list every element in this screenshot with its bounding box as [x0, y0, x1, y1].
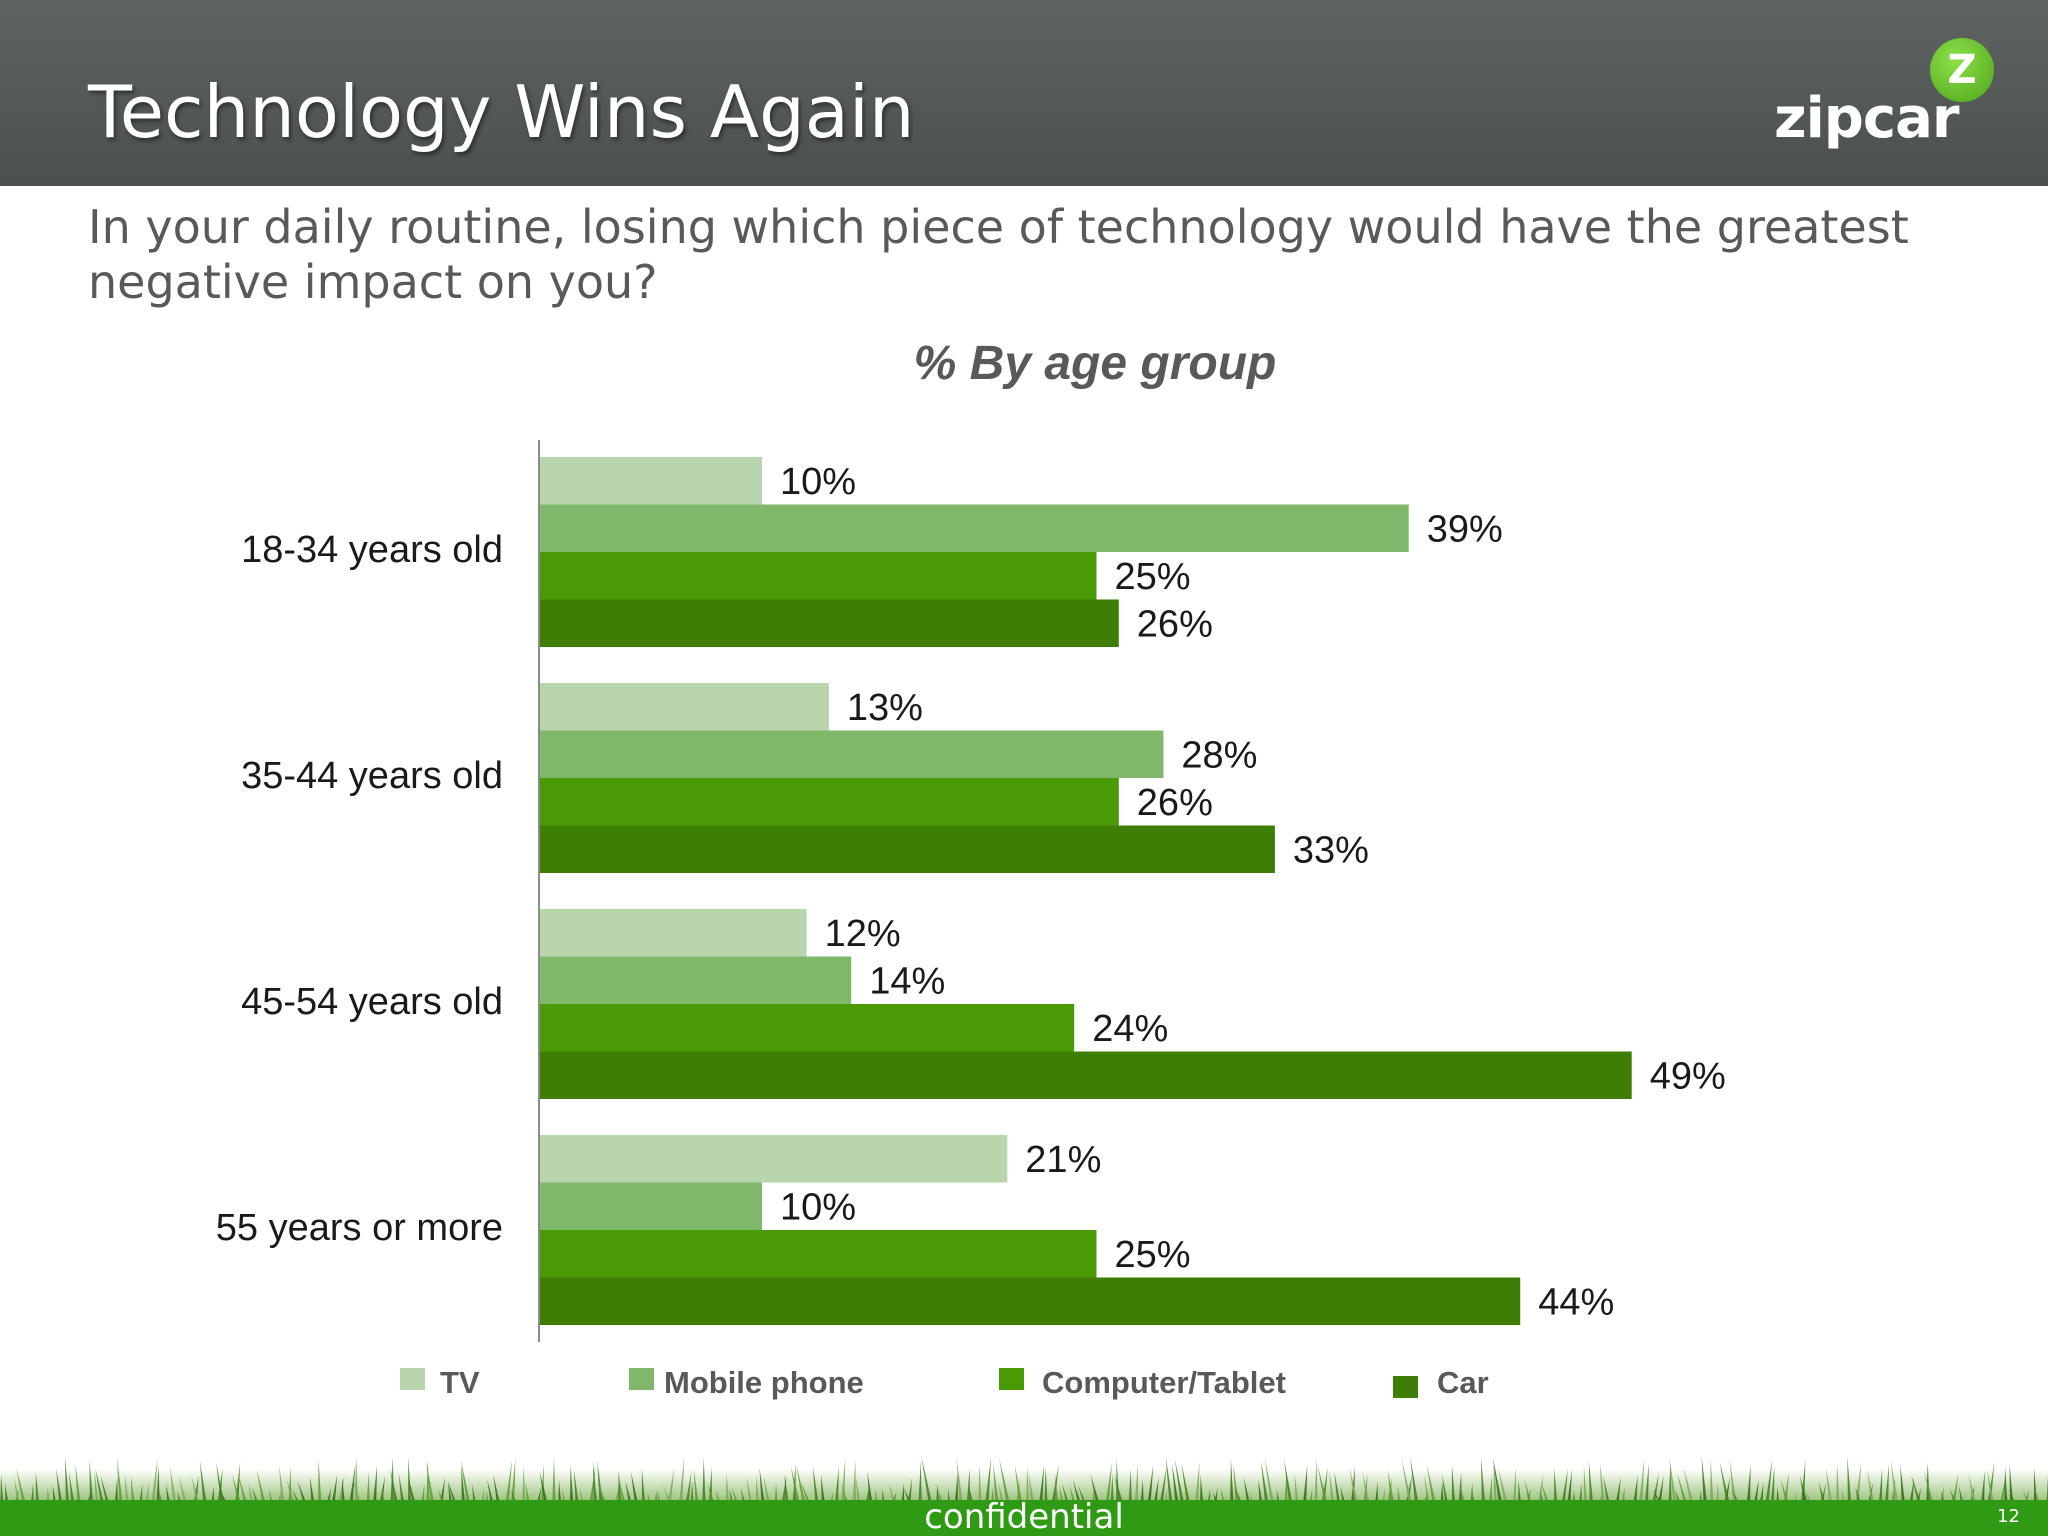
bar-mobile-phone-55-years-or-more	[539, 1182, 762, 1230]
bar-computer-tablet-18-34-years-old	[539, 552, 1097, 600]
data-label-mobile-phone-35-44-years-old: 28%	[1181, 734, 1257, 776]
data-label-tv-35-44-years-old: 13%	[847, 687, 923, 729]
bar-tv-45-54-years-old	[539, 909, 807, 957]
zipcar-logo: Z zipcar	[1760, 30, 2010, 160]
legend-label-car: Car	[1437, 1365, 1489, 1400]
category-label-18-34-years-old: 18-34 years old	[241, 529, 503, 571]
footer-band	[0, 1500, 2048, 1536]
category-label-55-years-or-more: 55 years or more	[216, 1207, 503, 1249]
legend-label-tv: TV	[440, 1365, 480, 1400]
legend-swatch-computer-tablet	[999, 1368, 1024, 1390]
data-label-mobile-phone-55-years-or-more: 10%	[780, 1186, 856, 1228]
legend-label-computer-tablet: Computer/Tablet	[1042, 1365, 1286, 1400]
page-number: 12	[1997, 1506, 2020, 1527]
data-label-mobile-phone-45-54-years-old: 14%	[869, 960, 945, 1002]
zipcar-wordmark: zipcar	[1774, 86, 1959, 151]
bar-computer-tablet-45-54-years-old	[539, 1004, 1075, 1052]
bar-mobile-phone-45-54-years-old	[539, 956, 852, 1004]
slide-title: Technology Wins Again	[88, 70, 915, 154]
bar-car-35-44-years-old	[539, 825, 1275, 873]
data-label-car-35-44-years-old: 33%	[1293, 829, 1369, 871]
data-label-computer-tablet-18-34-years-old: 25%	[1115, 556, 1191, 598]
legend-swatch-mobile-phone	[629, 1368, 654, 1390]
data-label-tv-18-34-years-old: 10%	[780, 461, 856, 503]
chart-title: % By age group	[913, 337, 1277, 390]
category-label-35-44-years-old: 35-44 years old	[241, 755, 503, 797]
confidential-label: confidential	[924, 1497, 1124, 1537]
bar-computer-tablet-55-years-or-more	[539, 1230, 1097, 1278]
bar-mobile-phone-18-34-years-old	[539, 504, 1409, 552]
legend-label-mobile-phone: Mobile phone	[664, 1365, 864, 1400]
category-label-45-54-years-old: 45-54 years old	[241, 981, 503, 1023]
bar-tv-55-years-or-more	[539, 1135, 1008, 1183]
data-label-tv-55-years-or-more: 21%	[1025, 1139, 1101, 1181]
data-label-computer-tablet-45-54-years-old: 24%	[1092, 1008, 1168, 1050]
bar-car-45-54-years-old	[539, 1051, 1632, 1099]
data-label-car-45-54-years-old: 49%	[1650, 1055, 1726, 1097]
header-bar	[0, 0, 2048, 186]
data-label-tv-45-54-years-old: 12%	[825, 913, 901, 955]
bar-car-55-years-or-more	[539, 1277, 1521, 1325]
data-label-computer-tablet-35-44-years-old: 26%	[1137, 782, 1213, 824]
bar-tv-35-44-years-old	[539, 683, 829, 731]
bar-tv-18-34-years-old	[539, 457, 762, 505]
data-label-computer-tablet-55-years-or-more: 25%	[1115, 1234, 1191, 1276]
bar-mobile-phone-35-44-years-old	[539, 730, 1164, 778]
data-label-car-18-34-years-old: 26%	[1137, 603, 1213, 645]
bar-car-18-34-years-old	[539, 599, 1119, 647]
survey-question: In your daily routine, losing which piec…	[88, 200, 1909, 309]
data-label-car-55-years-or-more: 44%	[1538, 1281, 1614, 1323]
bar-computer-tablet-35-44-years-old	[539, 778, 1119, 826]
legend-swatch-tv	[400, 1368, 425, 1390]
bar-chart: 18-34 years old 10% 39% 25% 26% 35-44 years o…	[216, 440, 1726, 1400]
zipcar-badge-icon: Z	[1930, 38, 1994, 102]
legend-swatch-car	[1393, 1376, 1418, 1398]
data-label-mobile-phone-18-34-years-old: 39%	[1427, 508, 1503, 550]
